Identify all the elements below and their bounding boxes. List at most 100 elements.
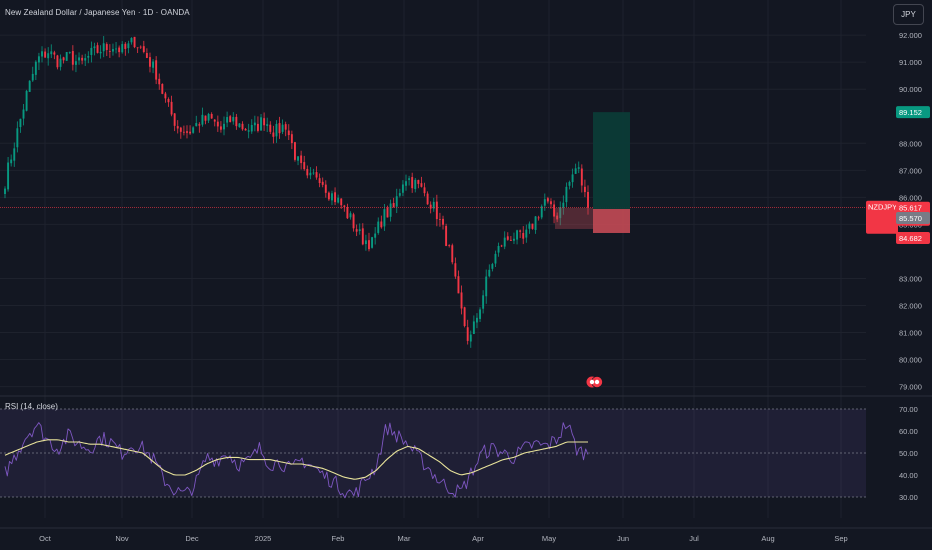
- candle-body: [513, 238, 515, 241]
- entry-tag: 85.570: [899, 214, 922, 223]
- candle-body: [170, 101, 173, 115]
- candle-body: [414, 179, 417, 189]
- candle-body: [583, 186, 586, 193]
- candle-body: [47, 53, 50, 59]
- stop-zone: [593, 208, 630, 233]
- candle-body: [522, 233, 525, 239]
- candle-body: [182, 131, 185, 133]
- candle-body: [44, 51, 47, 58]
- candle-body: [118, 47, 121, 53]
- candle-body: [315, 172, 318, 178]
- time-tick-label: Feb: [332, 534, 345, 543]
- price-tick-label: 91.000: [899, 58, 922, 67]
- candle-body: [352, 214, 355, 229]
- candle-body: [361, 228, 364, 245]
- candle-body: [562, 202, 565, 208]
- event-icon: [594, 379, 600, 385]
- price-tick-label: 82.000: [899, 301, 922, 310]
- candle-body: [408, 178, 411, 180]
- candle-body: [25, 90, 28, 111]
- candle-body: [300, 155, 303, 164]
- candle-body: [81, 57, 84, 61]
- candle-body: [531, 223, 534, 229]
- candle-body: [161, 83, 164, 94]
- candle-body: [553, 204, 556, 217]
- candle-body: [565, 186, 568, 203]
- candle-body: [472, 321, 475, 334]
- price-tick-label: 90.000: [899, 85, 922, 94]
- candle-body: [386, 207, 389, 218]
- candle-body: [287, 130, 290, 136]
- candle-body: [405, 181, 407, 186]
- time-tick-label: Nov: [115, 534, 129, 543]
- candle-body: [34, 61, 37, 75]
- candle-body: [479, 309, 481, 319]
- candle-body: [358, 229, 361, 231]
- time-tick-label: Apr: [472, 534, 484, 543]
- candle-body: [568, 181, 571, 186]
- candle-body: [392, 202, 395, 208]
- candle-body: [115, 48, 118, 50]
- candle-body: [189, 131, 192, 134]
- candle-body: [127, 43, 130, 49]
- rsi-tick-label: 50.00: [899, 449, 918, 458]
- candle-body: [59, 58, 62, 67]
- candle-body: [142, 46, 145, 53]
- candle-body: [435, 201, 438, 220]
- rsi-tick-label: 40.00: [899, 471, 918, 480]
- time-tick-label: Aug: [761, 534, 774, 543]
- candle-body: [10, 159, 13, 164]
- candle-body: [534, 216, 537, 230]
- candle-body: [423, 187, 426, 194]
- candle-body: [550, 201, 552, 205]
- time-tick-label: May: [542, 534, 556, 543]
- price-tick-label: 81.000: [899, 329, 922, 338]
- candle-body: [417, 180, 420, 184]
- candle-body: [195, 123, 198, 127]
- candle-body: [74, 61, 77, 65]
- candle-body: [368, 240, 370, 250]
- candle-body: [272, 132, 275, 137]
- candle-body: [556, 215, 559, 220]
- candle-body: [238, 123, 241, 128]
- rsi-axis[interactable]: 30.00 40.00 50.00 60.00 70.00: [899, 405, 918, 502]
- candle-body: [179, 127, 182, 132]
- time-axis[interactable]: Oct Nov Dec 2025 Feb Mar Apr May Jun Jul Aug Sep: [39, 534, 848, 543]
- candle-body: [506, 236, 509, 240]
- candle-body: [482, 295, 485, 309]
- candle-body: [497, 245, 500, 253]
- candle-body: [260, 117, 262, 131]
- rsi-ma-line: [4, 439, 588, 480]
- currency-button[interactable]: JPY: [893, 4, 924, 25]
- time-tick-label: Mar: [398, 534, 411, 543]
- candle-body: [574, 168, 577, 174]
- time-tick-label: Jul: [689, 534, 699, 543]
- candle-body: [519, 230, 522, 232]
- price-tick-label: 92.000: [899, 31, 922, 40]
- candle-body: [229, 116, 232, 123]
- candle-body: [105, 44, 108, 50]
- candle-body: [432, 201, 435, 209]
- candle-body: [331, 193, 333, 201]
- price-tick-label: 80.000: [899, 356, 922, 365]
- candle-body: [269, 124, 272, 132]
- trade-range: [555, 207, 593, 229]
- candle-body: [235, 116, 238, 127]
- last-price-block: [866, 200, 898, 234]
- candle-body: [136, 47, 139, 49]
- candle-body: [204, 115, 207, 121]
- candle-body: [4, 188, 6, 194]
- candle-body: [448, 245, 451, 246]
- rsi-series: [4, 422, 589, 499]
- candle-body: [346, 207, 349, 219]
- candle-body: [176, 126, 179, 129]
- symbol-tag: NZDJPY: [868, 203, 897, 212]
- candle-body: [488, 269, 491, 277]
- position-tool[interactable]: [555, 112, 630, 388]
- candle-body: [78, 57, 80, 61]
- grid-lines: [0, 0, 932, 529]
- candle-body: [528, 223, 531, 229]
- candle-body: [7, 162, 10, 190]
- candle-body: [389, 203, 392, 217]
